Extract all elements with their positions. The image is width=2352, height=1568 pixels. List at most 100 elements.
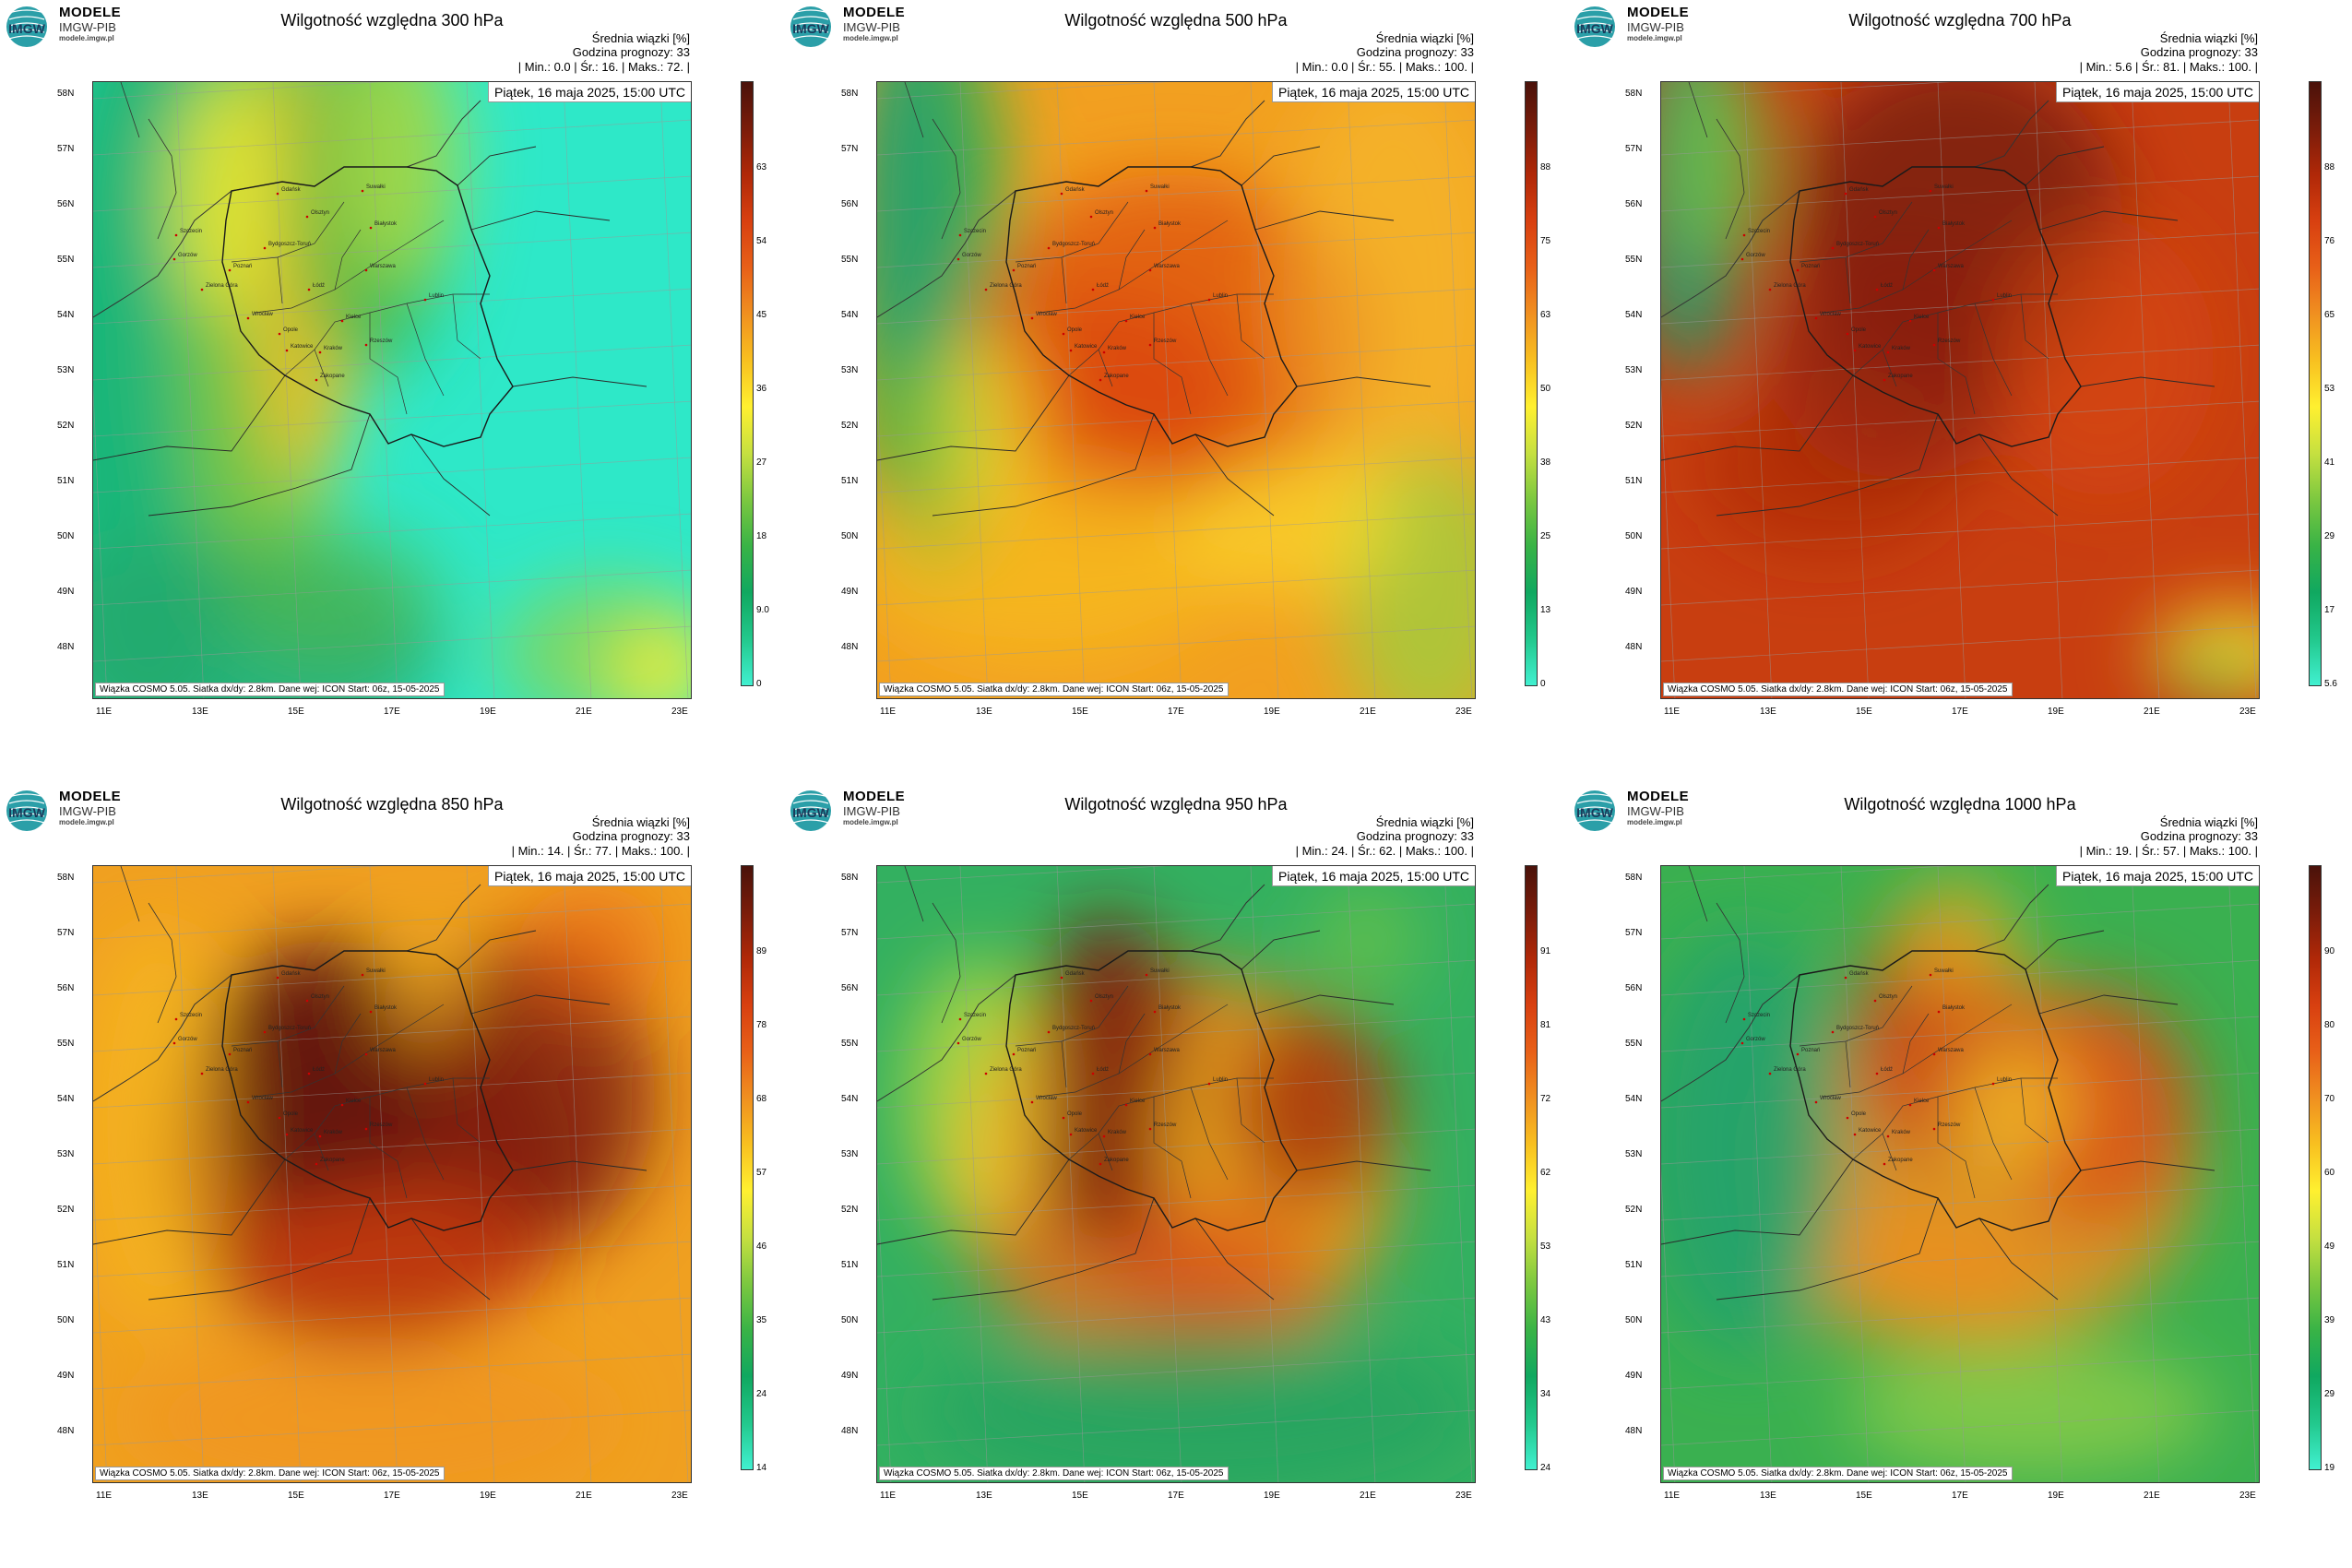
valid-date: Piątek, 16 maja 2025, 15:00 UTC [2055,82,2259,102]
panel-title: Wilgotność względna 1000 hPa [1844,795,2076,814]
brand-name: MODELE [843,789,906,804]
city-marker [1740,1041,1744,1045]
longitude-gridline [563,82,592,698]
latitude-label: 51N [57,1260,75,1270]
latitude-label: 57N [1625,144,1643,154]
city-label: Szczecin [964,1013,986,1018]
city-label: Katowice [1075,344,1098,350]
model-footer: Wiązka COSMO 5.05. Siatka dx/dy: 2.8km. … [95,683,445,696]
city-marker [1030,1100,1034,1104]
city-label: Katowice [1859,344,1882,350]
brand-name: MODELE [1627,5,1690,20]
imgw-logo: IMGW [790,790,831,831]
city-label: Lublin [1213,1077,1228,1083]
longitude-label: 13E [192,1491,208,1501]
voivodeship-border [1799,985,1913,1047]
longitude-gridline [1250,866,1279,1482]
longitude-label: 11E [1664,707,1681,717]
latitude-label: 48N [57,1426,75,1436]
latitude-label: 57N [1625,928,1643,938]
valid-date: Piątek, 16 maja 2025, 15:00 UTC [1271,82,1475,102]
city-marker [1929,189,1932,193]
longitude-gridline [1937,82,1966,698]
city-label: Białystok [374,221,398,227]
longitude-gridline [1056,82,1086,698]
city-label: Warszawa [1154,264,1180,269]
latitude-label: 51N [841,476,859,486]
city-marker [1883,378,1886,382]
latitude-label: 51N [1625,1260,1643,1270]
colorbar-tick: 17 [2324,605,2335,615]
longitude-label: 17E [384,1491,400,1501]
city-label: Warszawa [1938,1048,1964,1053]
panel-stats: | Min.: 0.0 | Śr.: 55. | Maks.: 100. | [1295,60,1474,74]
latitude-label: 48N [57,642,75,652]
colorbar-tick: 65 [2324,310,2335,320]
city-marker [1929,973,1932,977]
longitude-gridline [93,1168,108,1482]
humidity-map: Gdańsk Olsztyn Suwałki Szczecin Białystok Byd… [876,81,1476,699]
latitude-label: 58N [1625,873,1643,883]
humidity-field-patch [1311,885,1421,995]
latitude-gridline [877,82,1175,100]
latitude-label: 53N [1625,1149,1643,1159]
brand-url: modele.imgw.pl [1627,818,1682,826]
humidity-field-patch [1698,386,1956,552]
humidity-field-patch [1993,986,2196,1226]
longitude-gridline [2227,866,2257,1482]
voivodeship-border [1845,1040,1851,1088]
voivodeship-border [254,220,445,314]
latitude-label: 52N [1625,421,1643,431]
city-label: Zielona Góra [990,1067,1022,1073]
latitude-label: 54N [841,310,859,320]
svg-text:IMGW: IMGW [792,21,829,36]
city-marker [1091,1072,1095,1075]
colorbar-tick: 60 [2324,1168,2335,1178]
city-label: Lublin [1997,293,2012,299]
voivodeship-border [1845,256,1851,304]
humidity-field-patch [517,885,665,1014]
city-label: Opole [283,1111,299,1117]
brand-block: MODELE IMGW-PIB modele.imgw.pl [59,790,121,826]
colorbar-tick: 24 [756,1389,767,1399]
voivodeship-border [452,293,481,360]
latitude-label: 56N [841,199,859,209]
colorbar-tick: 13 [1540,605,1551,615]
voivodeship-border [1882,349,1897,387]
city-label: Poznań [1017,264,1036,269]
panel-stats: | Min.: 0.0 | Śr.: 16. | Maks.: 72. | [517,60,690,74]
city-label: Zielona Góra [206,1067,238,1073]
city-label: Gorzów [178,253,197,258]
colorbar-tick: 90 [2324,946,2335,956]
longitude-label: 15E [1072,1491,1088,1501]
voivodeship-border [369,313,408,415]
city-label: Olsztyn [311,210,329,216]
model-footer: Wiązka COSMO 5.05. Siatka dx/dy: 2.8km. … [1663,683,2013,696]
humidity-field-patch [1993,220,2215,497]
voivodeship-border [2020,293,2049,360]
city-marker [1062,1116,1065,1120]
longitude-label: 15E [288,707,304,717]
brand-url: modele.imgw.pl [843,34,898,42]
city-label: Wrocław [252,1096,274,1101]
longitude-gridline [2131,82,2160,698]
city-label: Szczecin [180,229,202,234]
colorbar [2309,81,2322,686]
mean-label: Średnia wiązki [%] [2159,31,2258,45]
colorbar-tick: 89 [756,946,767,956]
city-marker [340,1103,344,1107]
colorbar-tick: 0 [1540,679,1546,689]
model-footer: Wiązka COSMO 5.05. Siatka dx/dy: 2.8km. … [95,1467,445,1480]
city-marker [1768,1072,1772,1075]
voivodeship-border [1118,1013,1146,1075]
poland-border [1005,950,1298,1231]
longitude-label: 11E [880,1491,897,1501]
country-border [1661,146,2215,517]
city-label: Białystok [374,1005,398,1011]
city-marker [369,226,373,230]
city-marker [276,976,279,980]
latitude-label: 49N [841,587,859,597]
city-marker [364,1127,368,1131]
city-label: Wrocław [252,312,274,317]
brand-url: modele.imgw.pl [843,818,898,826]
